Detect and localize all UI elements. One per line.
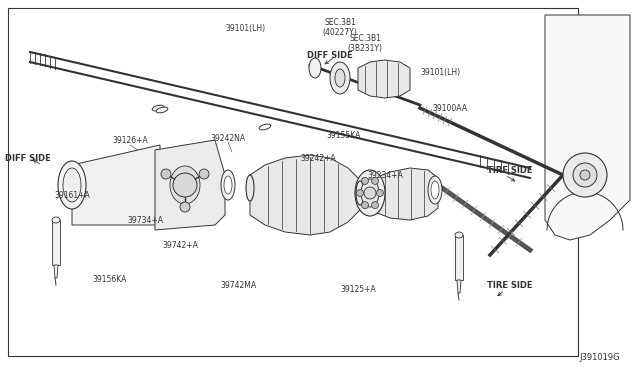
- Text: SEC.3B1: SEC.3B1: [349, 33, 381, 42]
- Ellipse shape: [259, 124, 271, 130]
- Circle shape: [563, 153, 607, 197]
- Polygon shape: [457, 280, 461, 293]
- Circle shape: [362, 177, 369, 185]
- Text: DIFF SIDE: DIFF SIDE: [5, 154, 51, 163]
- Text: SEC.3B1: SEC.3B1: [324, 17, 356, 26]
- Text: TIRE SIDE: TIRE SIDE: [487, 166, 532, 174]
- Text: 39234+A: 39234+A: [367, 170, 403, 180]
- Circle shape: [371, 202, 378, 209]
- Polygon shape: [455, 235, 463, 280]
- Text: 39101(LH): 39101(LH): [225, 23, 265, 32]
- Ellipse shape: [58, 161, 86, 209]
- Ellipse shape: [428, 176, 442, 204]
- Circle shape: [173, 173, 197, 197]
- Text: DIFF SIDE: DIFF SIDE: [307, 51, 353, 60]
- Circle shape: [371, 177, 378, 185]
- Circle shape: [161, 169, 171, 179]
- Polygon shape: [72, 145, 160, 225]
- Ellipse shape: [335, 69, 345, 87]
- Circle shape: [356, 189, 364, 196]
- Bar: [8, 8, 578, 356]
- Ellipse shape: [330, 62, 350, 94]
- Ellipse shape: [170, 166, 200, 204]
- Text: 39242NA: 39242NA: [211, 134, 246, 142]
- Polygon shape: [54, 265, 58, 278]
- Ellipse shape: [361, 179, 379, 207]
- Ellipse shape: [246, 175, 254, 201]
- Circle shape: [199, 169, 209, 179]
- Text: (40227Y): (40227Y): [323, 28, 357, 36]
- Circle shape: [362, 202, 369, 209]
- Text: 39101(LH): 39101(LH): [420, 67, 460, 77]
- Polygon shape: [545, 15, 630, 240]
- Ellipse shape: [152, 105, 164, 111]
- Polygon shape: [358, 60, 410, 98]
- Ellipse shape: [221, 170, 235, 200]
- Ellipse shape: [52, 217, 60, 223]
- Text: (3B231Y): (3B231Y): [348, 44, 383, 52]
- Text: 39742MA: 39742MA: [220, 280, 256, 289]
- Polygon shape: [375, 168, 438, 220]
- Text: 39734+A: 39734+A: [127, 215, 163, 224]
- Text: 39126+A: 39126+A: [112, 135, 148, 144]
- Ellipse shape: [63, 168, 81, 202]
- Circle shape: [376, 189, 383, 196]
- Text: 39742+A: 39742+A: [162, 241, 198, 250]
- Circle shape: [573, 163, 597, 187]
- Ellipse shape: [356, 181, 364, 205]
- Circle shape: [364, 187, 376, 199]
- Text: 39100AA: 39100AA: [433, 103, 467, 112]
- Ellipse shape: [355, 170, 385, 216]
- Ellipse shape: [368, 181, 378, 205]
- Ellipse shape: [309, 58, 321, 78]
- Polygon shape: [155, 140, 225, 230]
- Text: J391019G: J391019G: [580, 353, 620, 362]
- Text: 39161+A: 39161+A: [54, 190, 90, 199]
- Circle shape: [580, 170, 590, 180]
- Text: 39125+A: 39125+A: [340, 285, 376, 295]
- Text: 39155KA: 39155KA: [327, 131, 361, 140]
- Ellipse shape: [224, 176, 232, 194]
- Text: 39242+A: 39242+A: [300, 154, 336, 163]
- Ellipse shape: [455, 232, 463, 238]
- Text: 39156KA: 39156KA: [93, 276, 127, 285]
- Text: TIRE SIDE: TIRE SIDE: [487, 280, 532, 289]
- Circle shape: [180, 202, 190, 212]
- Ellipse shape: [156, 107, 168, 113]
- Polygon shape: [52, 220, 60, 265]
- Polygon shape: [250, 155, 360, 235]
- Ellipse shape: [431, 181, 439, 199]
